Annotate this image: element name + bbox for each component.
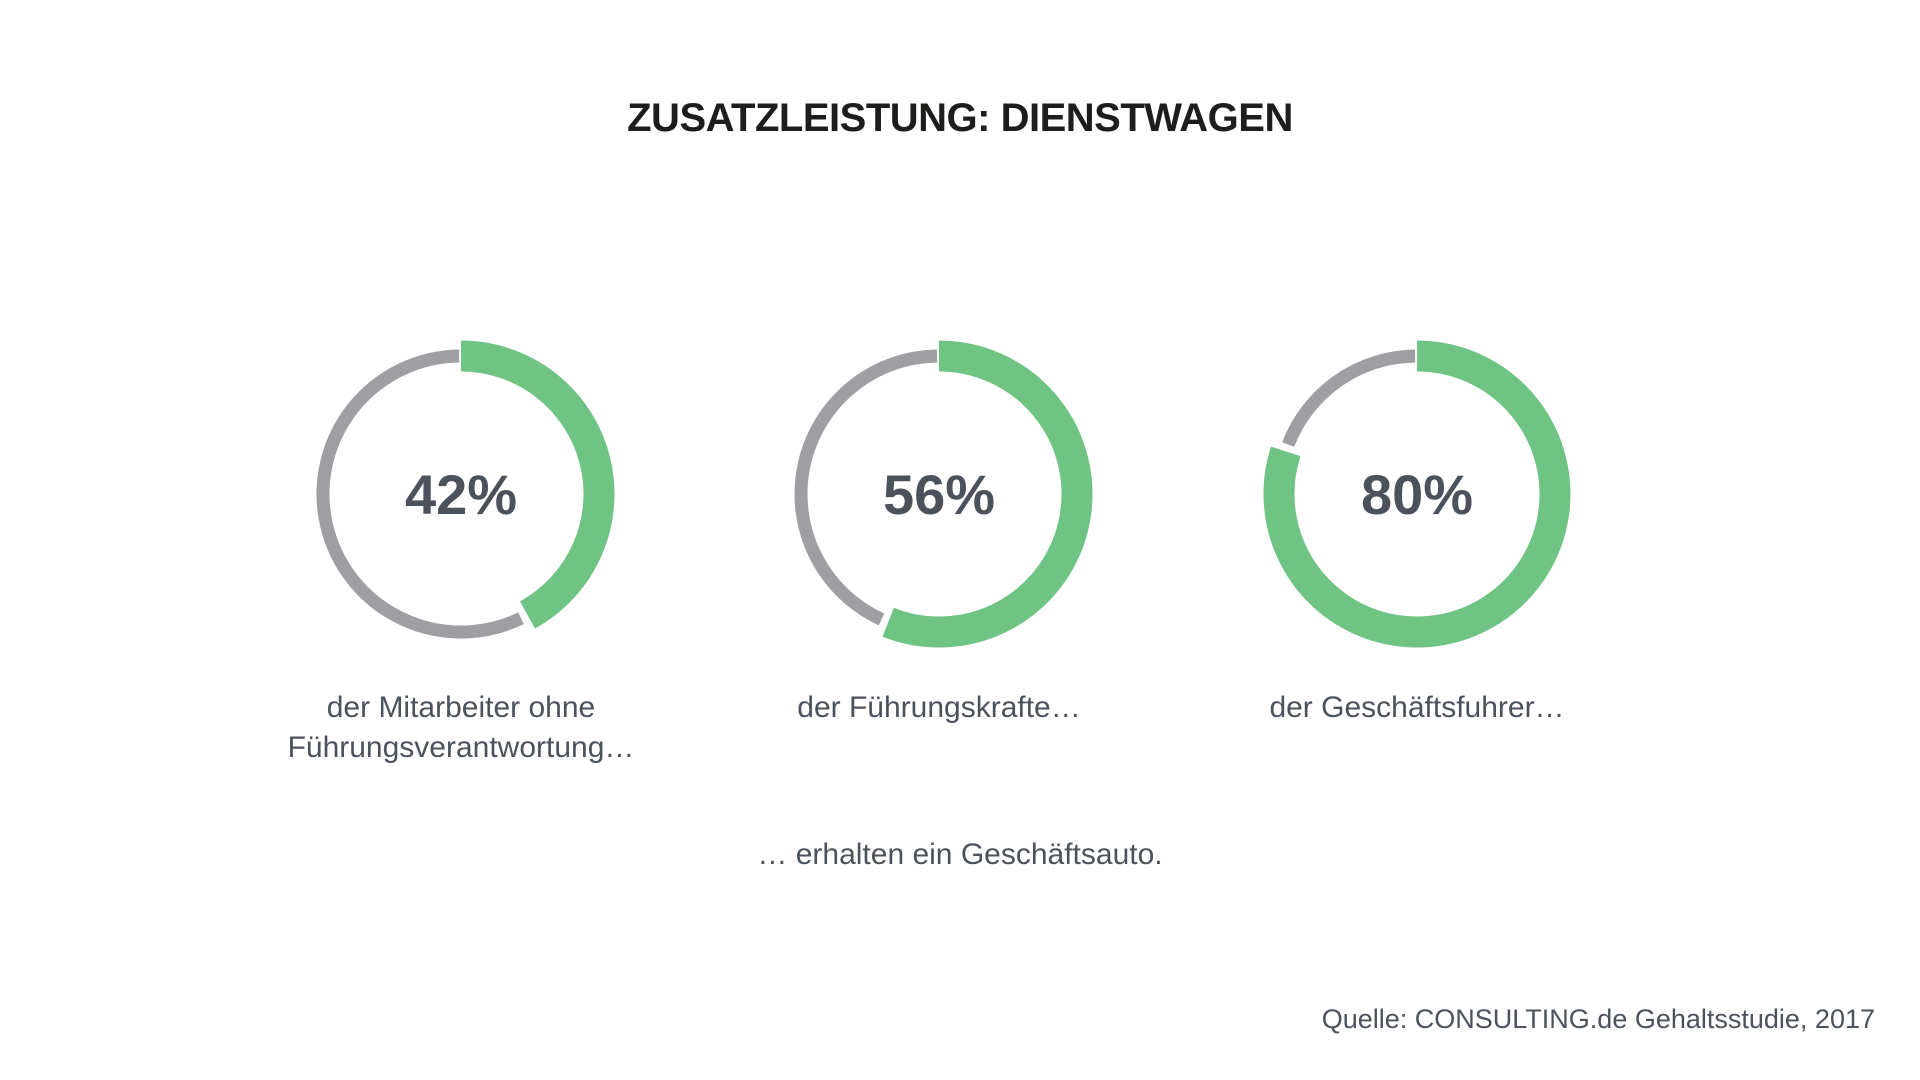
page-title: ZUSATZLEISTUNG: DIENSTWAGEN [627, 96, 1293, 140]
donut-caption-managers: der Führungskrafte… [797, 691, 1081, 724]
donut-ring-employees [316, 340, 615, 639]
donut-ring-executives [1263, 340, 1571, 648]
donut-value-executives: 80% [1360, 462, 1474, 526]
donut-value-managers: 56% [882, 462, 996, 526]
donut-caption-executives: der Geschäftsfuhrer… [1269, 691, 1565, 724]
donut-chart-managers: 56% [779, 334, 1099, 654]
donut-caption-employees: der Mitarbeiter ohne Führungsverantwortu… [287, 691, 635, 764]
source-credit: Quelle: CONSULTING.de Gehaltsstudie, 201… [1321, 1004, 1875, 1034]
donut-value-employees: 42% [404, 462, 518, 526]
conclusion-text: … erhalten ein Geschäftsauto. [757, 838, 1163, 871]
donut-ring-managers [794, 340, 1093, 648]
donut-chart-employees: 42% [301, 334, 621, 654]
donut-chart-executives: 80% [1257, 334, 1577, 654]
